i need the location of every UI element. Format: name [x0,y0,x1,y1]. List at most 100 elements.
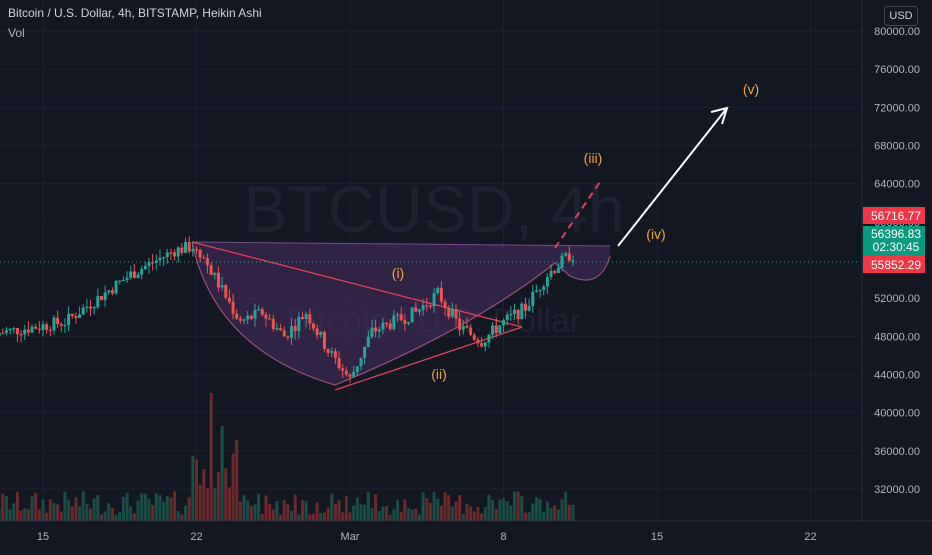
candle-body [158,257,162,261]
candle-body [531,291,535,306]
volume-bar [45,512,49,521]
symbol-title[interactable]: Bitcoin / U.S. Dollar, 4h, BITSTAMP, Hei… [8,6,262,20]
volume-bar [125,492,129,521]
candle-body [30,326,34,333]
candle-body [216,272,220,288]
volume-bar [304,500,308,521]
candle-body [319,332,323,335]
volume-bar [74,497,78,521]
candle-body [447,307,451,317]
volume-bar [487,494,491,521]
candle-body [242,319,246,321]
volume-bar [286,504,290,521]
volume-bar [348,512,352,521]
volume-bar [279,514,283,521]
volume-label[interactable]: Vol [8,26,25,40]
lower-trendline [334,326,523,391]
volume-bar [15,491,19,521]
candle-body [469,327,473,335]
x-tick-label: 22 [190,531,202,543]
volume-bar [121,496,125,521]
volume-bar [110,507,114,521]
y-tick-label: 44000.00 [874,370,920,382]
volume-bar [374,494,378,521]
candle-body [48,329,52,332]
candle-body [549,270,553,277]
candle-body [34,326,38,329]
candle-body [461,325,465,330]
volume-bar [392,509,396,521]
volume-bar [483,507,487,521]
candles [0,236,575,383]
candle-body [498,325,502,334]
volume-bar [63,491,67,521]
volume-bar [315,502,319,521]
volume-bar [509,505,513,521]
volume-bar [205,488,209,521]
volume-bar [297,514,301,521]
y-tick-label: 48000.00 [874,331,920,343]
candle-body [143,265,147,270]
volume-bar [363,504,367,521]
currency-button[interactable]: USD [884,6,918,26]
candle-body [553,270,557,273]
volume-bar [417,514,421,521]
volume-bar [542,512,546,521]
badge-bg [863,226,925,256]
wave-label-iv: (iv) [646,226,665,242]
candle-body [520,303,524,320]
candle-body [465,325,469,328]
candle-body [56,317,60,325]
volume-bar [366,491,370,521]
volume-bar [85,503,89,521]
candle-body [195,249,199,251]
candle-body [436,288,440,294]
badge-bg [863,256,925,273]
volume-bar [337,500,341,521]
volume-bar [235,440,239,521]
candle-body [15,328,19,335]
volume-bar [143,493,147,521]
volume-bar [231,453,235,521]
candle-body [290,326,294,338]
candle-body [282,330,286,337]
volume-bar [293,494,297,521]
candle-body [399,314,403,321]
candle-body [213,272,217,275]
volume-bar [169,497,173,521]
candle-body [388,323,392,330]
candle-body [301,317,305,319]
x-axis-ticks: 15 22 Mar 8 15 22 [37,531,817,543]
candle-body [37,328,41,330]
volume-bar [268,503,272,521]
volume-bar [421,492,425,521]
volume-bar [461,513,465,521]
projected-wave-iii [554,181,601,249]
candle-body [89,306,93,309]
volume-bar [12,503,16,521]
candle-body [538,289,542,292]
y-tick-label: 36000.00 [874,446,920,458]
volume-bar [553,505,557,521]
volume-bar [246,500,250,521]
volume-bar [238,501,242,521]
candle-body [147,262,151,266]
volume-bar [502,497,506,521]
candle-body [4,330,8,333]
volume-bar [99,514,103,521]
candle-body [162,257,166,259]
volume-bar [26,509,30,521]
volume-bar [103,511,107,521]
candle-body [257,309,261,311]
volume-bar [344,496,348,521]
volume-bar [465,503,469,521]
candle-body [458,318,462,330]
candle-body [279,328,283,331]
volume-bar [560,499,564,521]
chart-header: Bitcoin / U.S. Dollar, 4h, BITSTAMP, Hei… [8,6,262,40]
candle-body [231,301,235,314]
volume-bar [556,509,560,521]
